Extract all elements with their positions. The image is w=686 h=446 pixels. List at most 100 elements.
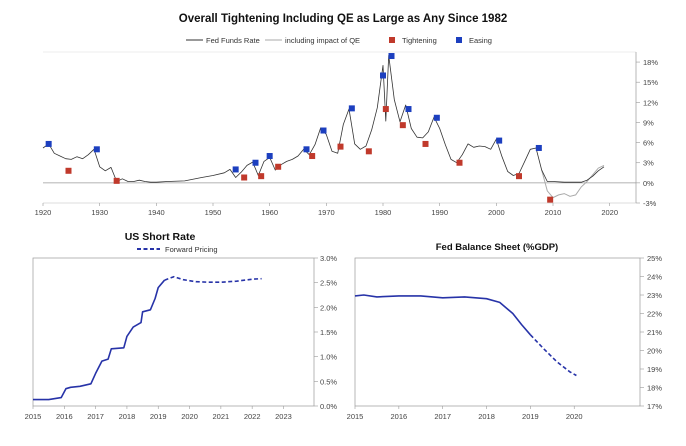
fed-funds-line — [42, 55, 605, 183]
easing-marker — [496, 137, 503, 144]
y-tick-label: -3% — [643, 199, 657, 208]
y-tick-label: 0% — [643, 179, 654, 188]
x-tick-label: 2018 — [119, 412, 136, 421]
x-tick-label: 2019 — [522, 412, 539, 421]
easing-marker — [405, 106, 412, 113]
easing-marker — [45, 140, 52, 147]
tightening-marker — [258, 173, 265, 180]
easing-marker — [433, 114, 440, 121]
balance-sheet-chart: Fed Balance Sheet (%GDP) 25% 24% 23% 22% 21%… — [347, 242, 663, 421]
tightening-marker — [337, 143, 344, 150]
x-tick-label: 2020 — [181, 412, 198, 421]
legend-easing-swatch — [456, 37, 462, 43]
y-tick-label: 17% — [647, 402, 662, 411]
y-tick-label: 12% — [643, 98, 658, 107]
y-tick-label: 22% — [647, 310, 662, 319]
top-chart-title: Overall Tightening Including QE as Large… — [179, 13, 508, 25]
x-tick-label: 2016 — [56, 412, 73, 421]
qe-line — [541, 164, 605, 199]
y-tick-label: 18% — [643, 58, 658, 67]
y-tick-label: 23% — [647, 291, 662, 300]
x-tick-label: 1960 — [261, 208, 278, 217]
y-tick-label: 21% — [647, 328, 662, 337]
easing-marker — [266, 153, 273, 160]
x-tick-label: 2019 — [150, 412, 167, 421]
y-tick-label: 0.0% — [320, 402, 337, 411]
x-tick-label: 1980 — [375, 208, 392, 217]
tightening-marker — [456, 159, 463, 166]
balance-sheet-frame — [354, 257, 641, 407]
top-x-axis-ticks: 1920 1930 1940 1950 1960 1970 1980 1990 2000 2010… — [35, 203, 618, 217]
tightening-marker — [65, 167, 72, 174]
x-tick-label: 2021 — [213, 412, 230, 421]
x-tick-label: 2020 — [601, 208, 618, 217]
legend-tightening-swatch — [389, 37, 395, 43]
x-tick-label: 1940 — [148, 208, 165, 217]
top-legend: Fed Funds Rate including impact of QE Ti… — [186, 36, 492, 45]
balance-sheet-title: Fed Balance Sheet (%GDP) — [436, 242, 558, 253]
easing-marker — [380, 72, 386, 79]
tightening-marker — [113, 177, 120, 184]
tightening-marker — [547, 196, 554, 203]
x-tick-label: 2000 — [488, 208, 505, 217]
y-tick-label: 25% — [647, 254, 662, 263]
y-tick-label: 15% — [643, 78, 658, 87]
short-rate-frame — [32, 257, 315, 407]
top-series-lines — [42, 55, 605, 199]
easing-marker — [388, 53, 395, 60]
tightening-marker — [365, 148, 372, 155]
top-chart: Overall Tightening Including QE as Large… — [35, 13, 659, 217]
y-tick-label: 9% — [643, 118, 654, 127]
y-tick-label: 1.5% — [320, 328, 337, 337]
y-tick-label: 6% — [643, 139, 654, 148]
easing-marker — [303, 146, 310, 153]
x-tick-label: 2023 — [275, 412, 292, 421]
balance-sheet-lines — [354, 294, 577, 377]
balance-sheet-y-ticks: 25% 24% 23% 22% 21% 20% 19% 18% 17% — [640, 254, 662, 411]
x-tick-label: 1950 — [205, 208, 222, 217]
x-tick-label: 2020 — [566, 412, 583, 421]
tightening-marker — [275, 163, 282, 170]
easing-marker — [535, 144, 542, 151]
tightening-marker — [309, 153, 316, 160]
easing-marker — [93, 146, 100, 153]
easing-marker — [232, 166, 239, 173]
x-tick-label: 2015 — [347, 412, 364, 421]
y-tick-label: 3% — [643, 159, 654, 168]
short-rate-lines — [33, 275, 262, 401]
balance-sheet-projection-line — [529, 334, 577, 377]
y-tick-label: 2.0% — [320, 303, 337, 312]
y-tick-label: 2.5% — [320, 279, 337, 288]
x-tick-label: 1990 — [431, 208, 448, 217]
tightening-marker — [516, 173, 522, 180]
legend-qe-label: including impact of QE — [285, 36, 360, 45]
x-tick-label: 1970 — [318, 208, 335, 217]
top-markers — [45, 53, 554, 203]
tightening-marker — [382, 106, 389, 113]
short-rate-forward-line — [164, 275, 262, 283]
short-rate-x-ticks: 2015 2016 2017 2018 2019 2020 2021 2022 2023 — [25, 406, 292, 421]
tightening-marker — [422, 140, 429, 147]
y-tick-label: 20% — [647, 347, 662, 356]
x-tick-label: 1930 — [91, 208, 108, 217]
legend-tightening-label: Tightening — [402, 36, 437, 45]
short-rate-title: US Short Rate — [125, 231, 196, 243]
legend-forward-label: Forward Pricing — [165, 245, 218, 254]
y-tick-label: 19% — [647, 365, 662, 374]
short-rate-actual-line — [33, 279, 166, 401]
x-tick-label: 2018 — [478, 412, 495, 421]
y-tick-label: 1.0% — [320, 353, 337, 362]
balance-sheet-actual-line — [354, 294, 532, 336]
y-tick-label: 0.5% — [320, 377, 337, 386]
easing-marker — [348, 105, 355, 112]
x-tick-label: 2017 — [434, 412, 451, 421]
y-tick-label: 3.0% — [320, 254, 337, 263]
balance-sheet-x-ticks: 2015 2016 2017 2018 2019 2020 — [347, 406, 583, 421]
top-y-axis-ticks: 18% 15% 12% 9% 6% 3% 0% -3% — [636, 58, 658, 208]
x-tick-label: 2015 — [25, 412, 42, 421]
x-tick-label: 2010 — [545, 208, 562, 217]
x-tick-label: 2016 — [391, 412, 408, 421]
y-tick-label: 18% — [647, 384, 662, 393]
tightening-marker — [399, 122, 406, 129]
